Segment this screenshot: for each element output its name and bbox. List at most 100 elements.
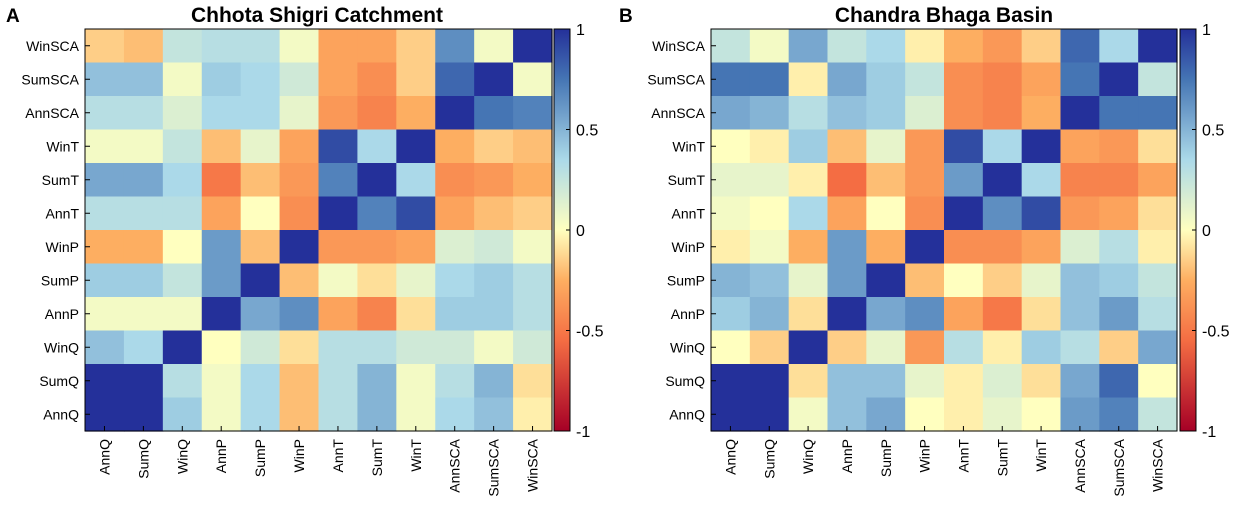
heatmap-cell bbox=[1138, 330, 1178, 365]
heatmap-cell bbox=[85, 96, 125, 131]
heatmap-cell bbox=[827, 364, 867, 399]
heatmap-cells bbox=[85, 29, 553, 432]
heatmap-cell bbox=[905, 96, 945, 131]
heatmap-cell bbox=[201, 230, 242, 265]
plot-frame bbox=[84, 28, 553, 432]
colorbar: 1 0.5 0 -0.5 -1 bbox=[553, 22, 604, 441]
heatmap-cell bbox=[474, 163, 514, 198]
colorbar-tick-label: -1 bbox=[576, 424, 590, 441]
heatmap-cell bbox=[866, 330, 906, 365]
heatmap-cell bbox=[944, 96, 984, 131]
heatmap-cell bbox=[944, 163, 984, 198]
heatmap-cell bbox=[1060, 263, 1100, 298]
colorbar-tick-label: -0.5 bbox=[1202, 324, 1230, 341]
heatmap-cell bbox=[1060, 397, 1100, 432]
row-label: AnnQ bbox=[43, 406, 79, 422]
heatmap-cell bbox=[357, 297, 397, 332]
heatmap-cell bbox=[474, 62, 514, 97]
heatmap-cell bbox=[162, 297, 203, 332]
heatmap-cell bbox=[357, 230, 397, 265]
col-label: AnnP bbox=[213, 439, 229, 473]
heatmap-cell bbox=[711, 29, 751, 64]
heatmap-cell bbox=[279, 129, 320, 164]
heatmap-cell bbox=[474, 29, 514, 64]
heatmap-cell bbox=[357, 364, 397, 399]
heatmap-cell bbox=[396, 263, 436, 298]
heatmap-cell bbox=[201, 330, 242, 365]
heatmap-cell bbox=[711, 96, 751, 131]
heatmap-cell bbox=[123, 129, 164, 164]
heatmap-cell bbox=[474, 96, 514, 131]
heatmap-cell bbox=[905, 230, 945, 265]
heatmap-cell bbox=[318, 330, 359, 365]
chart-title: Chhota Shigri Catchment bbox=[191, 4, 443, 27]
heatmap-cell bbox=[85, 364, 125, 399]
heatmap-cell bbox=[162, 330, 203, 365]
heatmap-cell bbox=[279, 62, 320, 97]
heatmap-cell bbox=[749, 397, 790, 432]
heatmap-cell bbox=[905, 29, 945, 64]
heatmap-cell bbox=[435, 163, 475, 198]
heatmap-cell bbox=[982, 62, 1023, 97]
heatmap-cell bbox=[1021, 297, 1062, 332]
heatmap-cell bbox=[944, 230, 984, 265]
heatmap-cell bbox=[435, 96, 475, 131]
col-label: WinSCA bbox=[1150, 438, 1166, 492]
heatmap-cell bbox=[357, 62, 397, 97]
heatmap-cell bbox=[279, 263, 320, 298]
col-label: WinP bbox=[917, 439, 933, 472]
heatmap-cell bbox=[123, 364, 164, 399]
heatmap-cell bbox=[123, 297, 164, 332]
col-label: AnnP bbox=[839, 439, 855, 473]
heatmap-cell bbox=[711, 129, 751, 164]
col-label: SumSCA bbox=[486, 438, 502, 496]
heatmap-cell bbox=[749, 364, 790, 399]
heatmap-cell bbox=[1138, 96, 1178, 131]
heatmap-cell bbox=[866, 364, 906, 399]
heatmap-cell bbox=[788, 163, 829, 198]
heatmap-cell bbox=[788, 29, 829, 64]
heatmap-cell bbox=[788, 96, 829, 131]
heatmap-cell bbox=[788, 230, 829, 265]
heatmap-cell bbox=[1099, 196, 1139, 231]
heatmap-cell bbox=[201, 397, 242, 432]
heatmap-cell bbox=[279, 163, 320, 198]
heatmap-cell bbox=[513, 62, 553, 97]
row-label: SumQ bbox=[39, 373, 79, 389]
heatmap-cell bbox=[982, 263, 1023, 298]
heatmap-cell bbox=[240, 297, 281, 332]
heatmap-cell bbox=[240, 330, 281, 365]
heatmap-cell bbox=[1060, 62, 1100, 97]
heatmap-cell bbox=[318, 297, 359, 332]
heatmap-cell bbox=[711, 297, 751, 332]
heatmap-cell bbox=[1060, 330, 1100, 365]
heatmap-cell bbox=[357, 397, 397, 432]
col-label: AnnSCA bbox=[447, 438, 463, 492]
row-label: WinQ bbox=[670, 339, 705, 355]
heatmap-cell bbox=[85, 263, 125, 298]
row-label: AnnP bbox=[671, 306, 705, 322]
row-label: WinQ bbox=[44, 339, 79, 355]
heatmap-cell bbox=[318, 364, 359, 399]
heatmap-cell bbox=[866, 397, 906, 432]
heatmap-cell bbox=[513, 397, 553, 432]
heatmap-cell bbox=[201, 196, 242, 231]
heatmap-cell bbox=[788, 297, 829, 332]
col-label: AnnT bbox=[330, 439, 346, 473]
col-label: WinQ bbox=[174, 439, 190, 474]
heatmap-cell bbox=[944, 263, 984, 298]
heatmap-cell bbox=[749, 163, 790, 198]
heatmap-cell bbox=[827, 96, 867, 131]
heatmap-cell bbox=[982, 364, 1023, 399]
heatmap-cell bbox=[749, 129, 790, 164]
heatmap-cell bbox=[85, 297, 125, 332]
heatmap-cell bbox=[513, 230, 553, 265]
heatmap-cell bbox=[1060, 96, 1100, 131]
heatmap-cell bbox=[944, 29, 984, 64]
row-label: SumSCA bbox=[21, 71, 79, 87]
heatmap-cell bbox=[513, 29, 553, 64]
heatmap-cell bbox=[749, 330, 790, 365]
heatmap-cell bbox=[1099, 29, 1139, 64]
heatmap-cell bbox=[1099, 263, 1139, 298]
row-label: AnnQ bbox=[669, 406, 705, 422]
